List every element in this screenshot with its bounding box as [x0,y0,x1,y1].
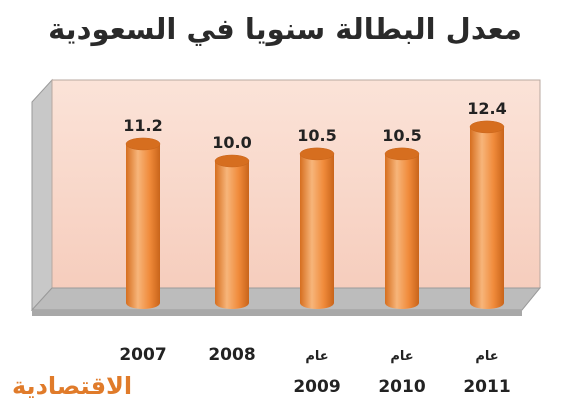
category-prefix-label: عام [390,349,413,364]
side-wall [31,78,53,312]
chart-title: معدل البطالة سنويا في السعودية [48,12,522,46]
bar [126,143,160,309]
bar [470,126,504,309]
data-label: 10.0 [212,133,251,152]
publisher-watermark: الاقتصادية [12,372,133,400]
category-tick-label: 2010 [378,377,425,397]
bar-top [469,120,505,134]
bar [300,153,334,309]
category-tick-label: 2011 [463,377,510,397]
bar-top [384,147,420,161]
bar [215,161,249,309]
category-tick-label: 2007 [119,345,166,365]
bar-top [214,154,250,168]
floor [30,287,542,311]
category-tick-label: 2008 [208,345,255,365]
category-tick-label: 2009 [293,377,340,397]
category-prefix-label: عام [305,349,328,364]
data-label: 11.2 [123,116,162,135]
bar [385,153,419,309]
bar-top [299,147,335,161]
data-label: 10.5 [297,126,336,145]
category-prefix-label: عام [475,349,498,364]
data-label: 12.4 [467,99,506,118]
bar-top [125,137,161,151]
floor-front-edge [32,310,522,316]
data-label: 10.5 [382,126,421,145]
